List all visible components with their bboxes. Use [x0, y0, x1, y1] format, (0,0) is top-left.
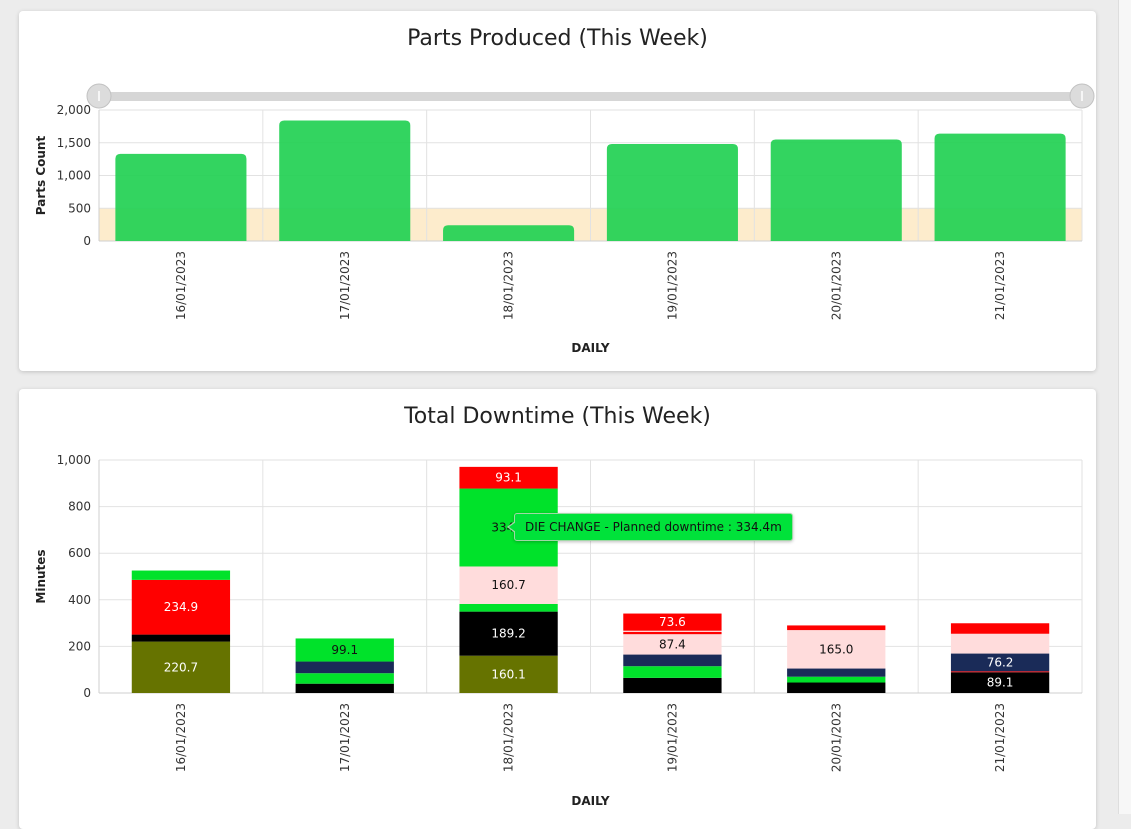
bar — [606, 144, 738, 241]
stack-segment — [950, 653, 1050, 672]
data-label: 160.7 — [491, 578, 525, 592]
x-tick-label: 18/01/2023 — [502, 251, 516, 320]
stack-segment — [295, 638, 394, 662]
bar — [279, 120, 411, 241]
stack-segment — [787, 625, 886, 631]
stack-segment — [295, 683, 394, 693]
stack-segment — [950, 671, 1050, 673]
downtime-tooltip: DIE CHANGE - Planned downtime : 334.4m — [507, 513, 793, 541]
data-label: 189.2 — [491, 627, 525, 641]
x-tick-label: 16/01/2023 — [174, 703, 188, 772]
x-axis-title: DAILY — [571, 341, 609, 355]
stack-segment — [131, 634, 231, 642]
x-tick-label: 19/01/2023 — [665, 251, 679, 320]
y-tick-label: 1,500 — [57, 136, 91, 150]
y-tick-label: 1,000 — [57, 169, 91, 183]
x-axis-title: DAILY — [571, 794, 609, 808]
bar — [934, 133, 1066, 241]
stack-segment — [131, 579, 231, 635]
y-tick-label: 1,000 — [57, 453, 91, 467]
bar — [770, 139, 902, 241]
stack-segment — [950, 633, 1050, 654]
data-label: 234.9 — [164, 600, 198, 614]
x-tick-label: 18/01/2023 — [502, 703, 516, 772]
x-tick-label: 19/01/2023 — [665, 703, 679, 772]
bar — [115, 153, 247, 241]
stack-segment — [623, 613, 722, 631]
parts-produced-chart: 0 500 1,000 1,500 2,000 16/01/2023 17/01/2023 1… — [34, 83, 1095, 355]
data-label: 89.1 — [987, 676, 1014, 690]
downtime-chart: 0 200 400 600 800 1,000 16/01/2023 17/01/2023 18… — [34, 453, 1083, 808]
data-label: 220.7 — [164, 660, 198, 674]
stack-segment — [623, 666, 722, 678]
bar — [443, 225, 575, 241]
stack-segment — [295, 673, 394, 684]
range-slider-track — [99, 92, 1082, 101]
x-tick-label: 16/01/2023 — [174, 251, 188, 320]
data-label: 99.1 — [331, 643, 358, 657]
data-label: 76.2 — [987, 655, 1014, 669]
stack-segment — [131, 570, 231, 580]
parts-produced-card: Parts Produced (This Week) 0 500 1,000 1,50… — [19, 11, 1096, 371]
stack-segment — [459, 466, 558, 489]
stack-segment — [787, 676, 886, 683]
x-tick-label: 20/01/2023 — [829, 703, 843, 772]
stack-segment — [459, 566, 558, 604]
x-tick-label: 21/01/2023 — [993, 703, 1007, 772]
data-label: 73.6 — [659, 615, 686, 629]
stack-segment — [623, 677, 722, 693]
y-tick-label: 600 — [68, 546, 91, 560]
x-tick-label: 17/01/2023 — [338, 251, 352, 320]
stack-segment — [787, 668, 886, 677]
parts-produced-title: Parts Produced (This Week) — [407, 26, 708, 51]
x-tick-label: 21/01/2023 — [993, 251, 1007, 320]
y-axis-title: Minutes — [34, 549, 48, 603]
stack-segment — [787, 630, 886, 669]
stack-segment — [459, 611, 558, 656]
y-tick-label: 800 — [68, 500, 91, 514]
stack-segment — [623, 630, 722, 632]
stack-segment — [623, 634, 722, 655]
y-axis-title: Parts Count — [34, 136, 48, 216]
page-scrollbar[interactable] — [1118, 0, 1131, 814]
stack-segment — [623, 631, 722, 635]
y-tick-label: 0 — [83, 686, 91, 700]
x-tick-label: 17/01/2023 — [338, 703, 352, 772]
y-tick-label: 200 — [68, 639, 91, 653]
stack-segment — [950, 623, 1050, 634]
stack-segment — [787, 682, 886, 693]
x-tick-label: 20/01/2023 — [829, 251, 843, 320]
y-tick-label: 0 — [83, 234, 91, 248]
data-label: 87.4 — [659, 637, 686, 651]
stack-segment — [295, 661, 394, 674]
stack-segment — [623, 654, 722, 667]
y-tick-label: 2,000 — [57, 103, 91, 117]
stack-segment — [950, 672, 1050, 693]
downtime-card: Total Downtime (This Week) 0 200 400 600 800… — [19, 389, 1096, 829]
downtime-title: Total Downtime (This Week) — [404, 404, 711, 429]
data-label: 160.1 — [491, 667, 525, 681]
y-tick-label: 500 — [68, 201, 91, 215]
stack-segment — [459, 603, 558, 612]
data-label: 165.0 — [819, 642, 853, 656]
y-tick-label: 400 — [68, 593, 91, 607]
stack-segment — [131, 641, 231, 693]
stack-segment — [459, 655, 558, 693]
data-label: 93.1 — [495, 471, 522, 485]
